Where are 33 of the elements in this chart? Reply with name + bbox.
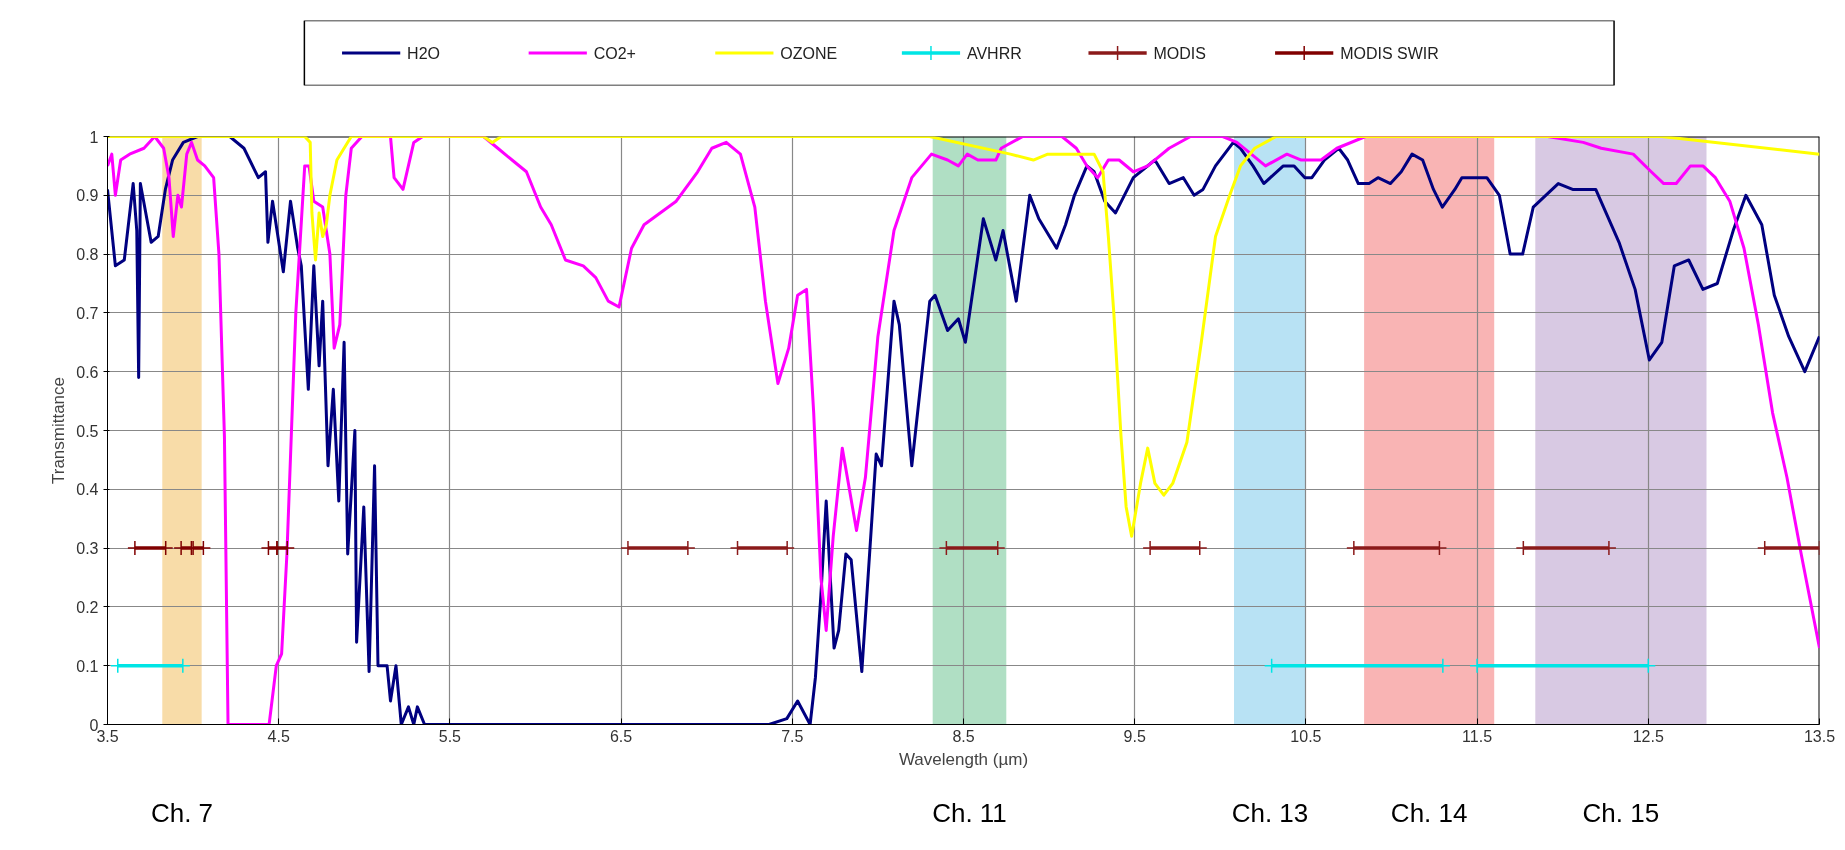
y-tick-label: 0.7 bbox=[76, 304, 99, 322]
x-axis-title: Wavelength (µm) bbox=[898, 749, 1029, 769]
legend-label: MODIS bbox=[1153, 44, 1206, 62]
y-tick-label: 0.3 bbox=[76, 540, 99, 558]
band-label: Ch. 11 bbox=[932, 797, 1007, 828]
x-tick-label: 6.5 bbox=[609, 727, 633, 745]
x-tick-label: 11.5 bbox=[1462, 727, 1493, 745]
band-label: Ch. 7 bbox=[150, 797, 214, 828]
legend-label: H2O bbox=[407, 44, 441, 62]
x-tick-label: 13.5 bbox=[1803, 727, 1836, 745]
legend-label: MODIS SWIR bbox=[1340, 44, 1439, 62]
legend-label: CO2+ bbox=[593, 44, 636, 62]
y-tick-label: 0.5 bbox=[76, 422, 99, 440]
y-tick-label: 0.2 bbox=[76, 598, 99, 616]
y-axis-title: Transmittance bbox=[49, 376, 69, 485]
legend-label: AVHRR bbox=[966, 44, 1022, 62]
x-tick-label: 5.5 bbox=[438, 727, 462, 745]
y-tick-label: 0.9 bbox=[76, 187, 99, 205]
x-tick-label: 7.5 bbox=[781, 727, 804, 745]
band-label: Ch. 14 bbox=[1390, 797, 1468, 828]
y-tick-label: 0.8 bbox=[76, 246, 99, 264]
y-tick-label: 1 bbox=[89, 128, 99, 146]
band-label: Ch. 13 bbox=[1231, 797, 1309, 828]
x-tick-label: 12.5 bbox=[1632, 727, 1664, 745]
legend-label: OZONE bbox=[780, 44, 838, 62]
y-tick-label: 0.1 bbox=[76, 657, 99, 675]
x-tick-label: 8.5 bbox=[952, 727, 975, 745]
y-tick-label: 0.6 bbox=[76, 363, 99, 381]
band-label: Ch. 15 bbox=[1582, 797, 1660, 828]
y-tick-label: 0.4 bbox=[76, 481, 99, 499]
x-tick-label: 4.5 bbox=[267, 727, 290, 745]
x-tick-label: 9.5 bbox=[1123, 727, 1146, 745]
x-tick-label: 10.5 bbox=[1290, 727, 1322, 745]
